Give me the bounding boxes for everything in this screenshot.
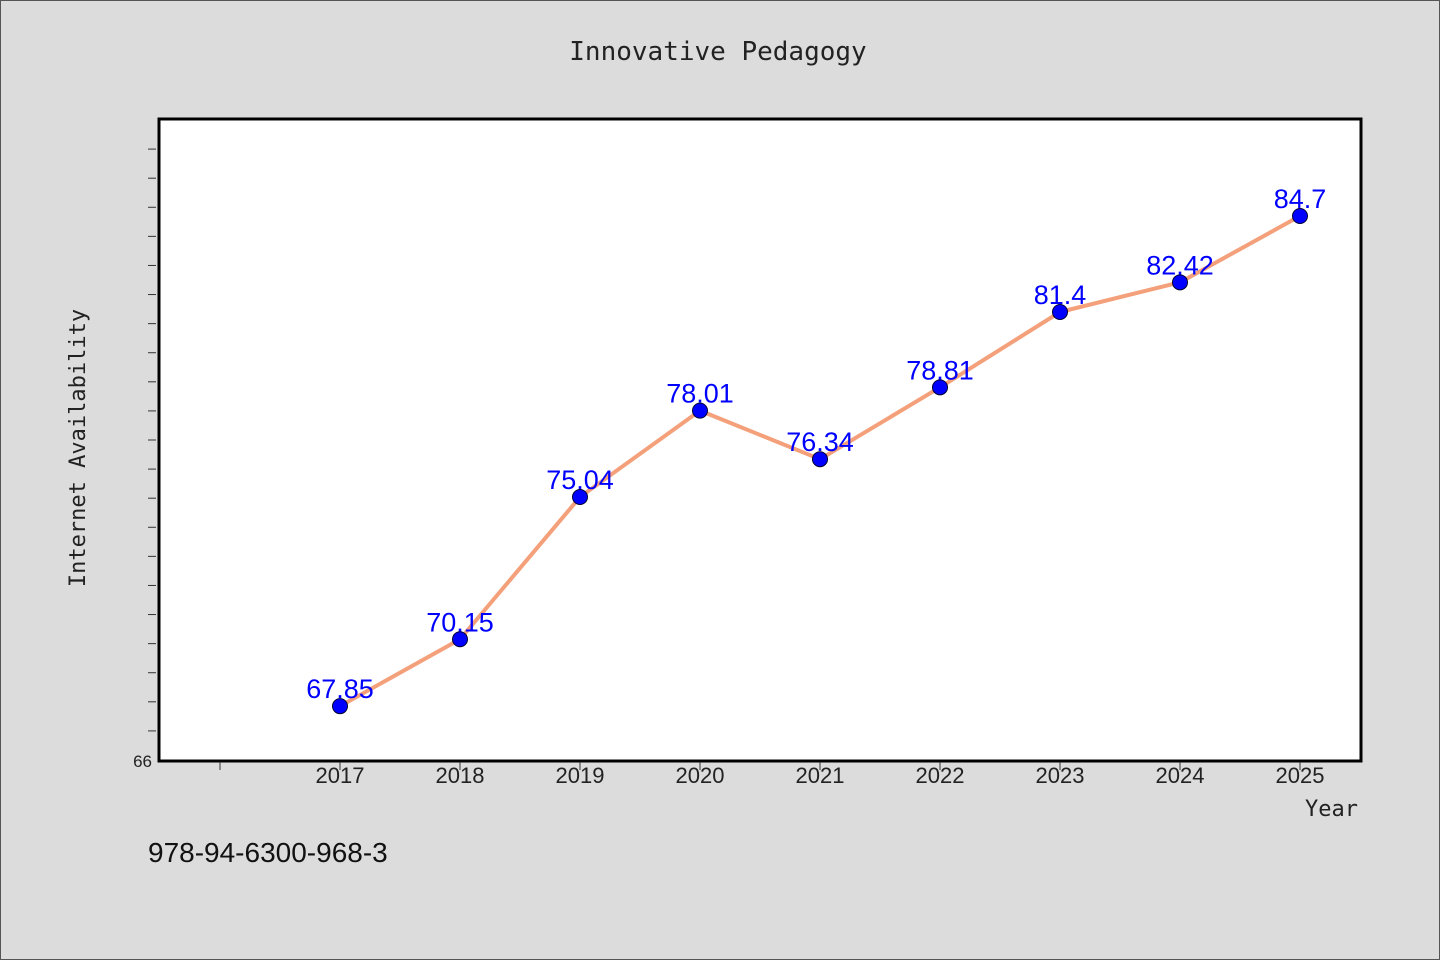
data-point: [932, 379, 948, 396]
data-label: 81.4: [1034, 280, 1087, 310]
data-label: 67.85: [306, 674, 374, 704]
data-point: [452, 631, 468, 648]
x-axis-ticks: 2017 2018 2019 2020 2021 2022 2023 2024 2025: [219, 762, 1325, 788]
y-axis-label: Internet Availability: [66, 309, 91, 587]
isbn-text: 978-94-6300-968-3: [148, 837, 388, 868]
data-point: [692, 402, 708, 419]
data-point: [1172, 274, 1188, 291]
x-tick-label: 2024: [1156, 763, 1205, 788]
x-tick-label: 2017: [316, 763, 365, 788]
data-label: 78.01: [666, 379, 734, 409]
data-point: [812, 451, 828, 468]
chart-title: Innovative Pedagogy: [569, 37, 866, 67]
data-label: 76.34: [786, 427, 854, 457]
y-axis-ticks: [148, 148, 156, 732]
data-point: [1292, 208, 1308, 224]
data-point: [1052, 304, 1068, 320]
data-label: 70.15: [426, 607, 494, 637]
data-point: [572, 489, 588, 506]
series-layer: 67.85 70.15 75.04 78.01 76.34 78.81 81.4 82.42 8…: [306, 184, 1327, 715]
x-tick-label: 2023: [1036, 763, 1085, 788]
data-label: 82.42: [1146, 250, 1214, 280]
x-tick-label: 2025: [1276, 763, 1325, 788]
data-point: [332, 698, 348, 715]
y-axis-min-label: 66: [133, 752, 152, 771]
x-tick-label: 2019: [556, 763, 605, 788]
x-tick-label: 2022: [916, 763, 965, 788]
data-label: 78.81: [906, 355, 974, 385]
plot-area: [157, 117, 1363, 763]
data-label: 84.7: [1274, 184, 1327, 214]
data-label: 75.04: [546, 465, 614, 495]
x-tick-label: 2021: [796, 763, 845, 788]
x-tick-label: 2018: [436, 763, 485, 788]
x-tick-label: 2020: [676, 763, 725, 788]
x-axis-label: Year: [1305, 797, 1358, 822]
